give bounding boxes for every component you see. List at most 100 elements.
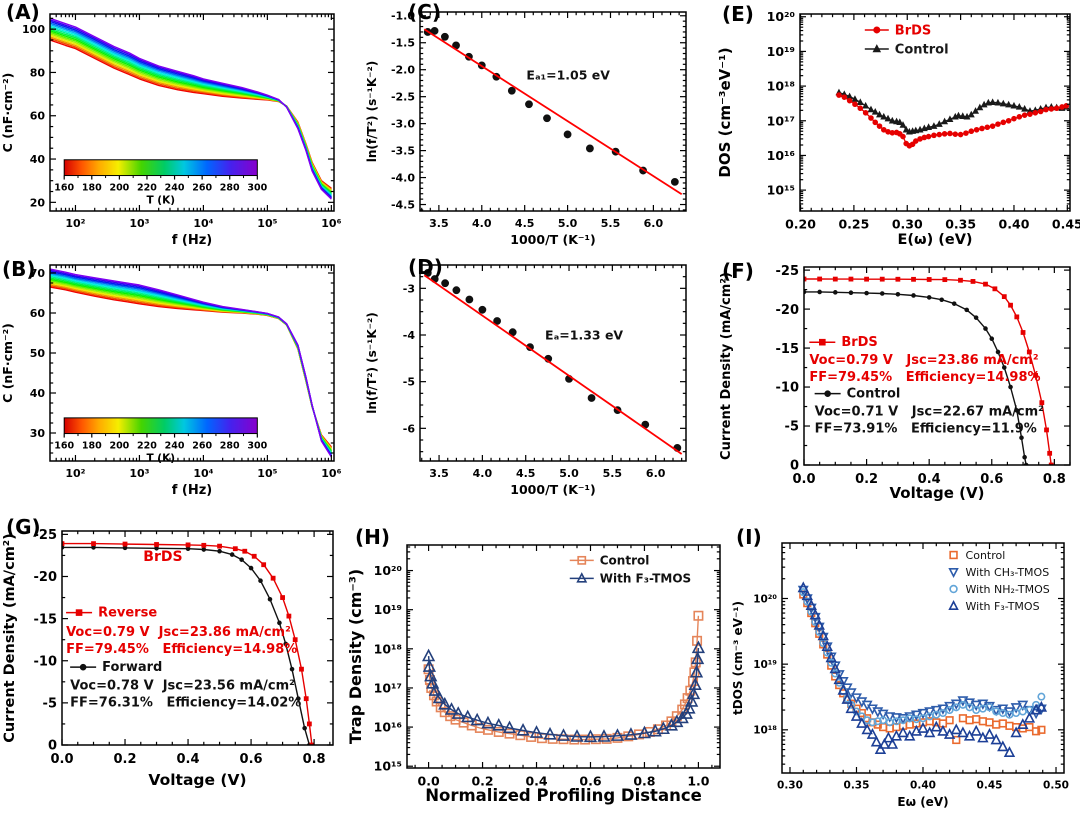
svg-text:f (Hz): f (Hz) [172, 233, 213, 248]
svg-text:0.0: 0.0 [792, 472, 815, 487]
panel-F-letter: (F) [722, 259, 754, 283]
svg-text:FF=79.45% Efficiency=14.98%: FF=79.45% Efficiency=14.98% [809, 370, 1040, 385]
svg-text:ln(f/T²) (s⁻¹K⁻²): ln(f/T²) (s⁻¹K⁻²) [365, 61, 379, 162]
svg-text:With F₃-TMOS: With F₃-TMOS [600, 572, 691, 586]
panel-E-chart: 0.20 0.25 0.30 0.35 0.40 0.45 10¹⁵ 10¹⁶ 10¹⁷ 10¹⁸… [716, 9, 1080, 248]
panel-B-letter: (B) [2, 257, 36, 281]
svg-text:Voc=0.78 V Jsc=23.56 mA/cm²: Voc=0.78 V Jsc=23.56 mA/cm² [70, 678, 295, 693]
svg-text:0.4: 0.4 [177, 752, 200, 767]
svg-text:C (nF·cm⁻²): C (nF·cm⁻²) [0, 323, 15, 403]
svg-text:-3: -3 [403, 282, 415, 295]
panel-D-letter: (D) [408, 255, 443, 279]
svg-text:160: 160 [54, 183, 74, 194]
svg-text:300: 300 [247, 183, 267, 194]
svg-text:FF=73.91% Efficiency=11.9%: FF=73.91% Efficiency=11.9% [815, 421, 1037, 436]
svg-text:-15: -15 [34, 612, 58, 627]
svg-text:0.4: 0.4 [918, 472, 941, 487]
svg-text:20: 20 [30, 196, 46, 209]
svg-text:BrDS: BrDS [895, 24, 931, 39]
svg-text:5.0: 5.0 [559, 467, 579, 480]
svg-text:Eₐ₁=1.05 eV: Eₐ₁=1.05 eV [526, 68, 610, 83]
panel-A-letter: (A) [6, 0, 40, 24]
svg-text:100: 100 [22, 23, 45, 36]
svg-text:Voc=0.71 V Jsc=22.67 mA/cm²: Voc=0.71 V Jsc=22.67 mA/cm² [815, 405, 1044, 420]
svg-text:0.2: 0.2 [114, 752, 137, 767]
svg-text:-4.5: -4.5 [391, 198, 415, 211]
svg-text:50: 50 [30, 347, 46, 360]
panel-A: (A) 10² 10³ 10⁴ 10⁵ 10⁶ 20 40 60 80 100 f (Hz) C (n… [0, 0, 360, 255]
svg-text:40: 40 [30, 153, 46, 166]
svg-text:10²⁰: 10²⁰ [767, 9, 795, 24]
svg-text:180: 180 [82, 183, 102, 194]
svg-text:-20: -20 [34, 570, 58, 585]
svg-text:200: 200 [109, 183, 129, 194]
svg-text:-20: -20 [776, 303, 800, 318]
svg-text:0.0: 0.0 [418, 774, 440, 789]
svg-text:Eₐ=1.33 eV: Eₐ=1.33 eV [545, 327, 623, 342]
panel-B: (B) 10² 10³ 10⁴ 10⁵ 10⁶ 30 40 50 60 70 f (Hz) C (nF… [0, 255, 360, 505]
svg-text:0.2: 0.2 [471, 774, 493, 789]
panel-F-chart: 0.0 0.2 0.4 0.6 0.8 0 -5 -10 -15 -20 -25 Voltage (V… [719, 264, 1071, 502]
svg-text:10¹⁹: 10¹⁹ [767, 44, 795, 59]
svg-text:1000/T (K⁻¹): 1000/T (K⁻¹) [510, 482, 595, 497]
svg-text:-5: -5 [785, 420, 799, 435]
svg-text:-10: -10 [776, 381, 800, 396]
svg-text:10¹⁸: 10¹⁸ [767, 79, 795, 94]
svg-text:-3.0: -3.0 [391, 118, 415, 131]
svg-text:0.30: 0.30 [777, 780, 803, 792]
svg-text:5.0: 5.0 [558, 217, 578, 230]
svg-text:30: 30 [30, 427, 46, 440]
svg-text:10¹⁷: 10¹⁷ [767, 113, 795, 128]
svg-text:180: 180 [82, 441, 102, 452]
svg-text:Voc=0.79 V Jsc=23.86 mA/cm²: Voc=0.79 V Jsc=23.86 mA/cm² [66, 625, 291, 640]
svg-text:70: 70 [30, 267, 46, 280]
svg-text:BrDS: BrDS [143, 549, 182, 565]
panel-A-chart: 10² 10³ 10⁴ 10⁵ 10⁶ 20 40 60 80 100 f (Hz) C (nF·cm… [0, 13, 342, 248]
svg-text:280: 280 [220, 441, 240, 452]
svg-text:-15: -15 [776, 342, 800, 357]
svg-text:T (K): T (K) [146, 453, 175, 465]
svg-text:10¹⁸: 10¹⁸ [374, 641, 402, 656]
svg-text:-6: -6 [403, 422, 416, 435]
svg-text:0.35: 0.35 [945, 217, 976, 232]
svg-text:0.50: 0.50 [1043, 780, 1069, 792]
svg-text:3.5: 3.5 [429, 467, 449, 480]
svg-text:Control: Control [600, 554, 650, 568]
panel-G: (G) 0.0 0.2 0.4 0.6 0.8 0 -5 -10 -15 -20 -25 Voltag… [0, 515, 345, 815]
svg-text:Current Density (mA/cm²): Current Density (mA/cm²) [2, 533, 18, 743]
svg-text:Forward: Forward [102, 660, 162, 675]
svg-text:-25: -25 [34, 528, 58, 543]
svg-text:0.6: 0.6 [240, 752, 263, 767]
svg-text:-10: -10 [34, 654, 58, 669]
panel-C-letter: (C) [408, 0, 441, 24]
svg-text:10¹⁵: 10¹⁵ [374, 759, 402, 774]
svg-text:Control: Control [966, 549, 1006, 562]
svg-text:Reverse: Reverse [98, 606, 157, 621]
svg-text:0.25: 0.25 [838, 217, 869, 232]
svg-text:300: 300 [247, 441, 267, 452]
svg-text:10²: 10² [65, 217, 85, 230]
svg-text:-3.5: -3.5 [391, 145, 415, 158]
svg-text:6.0: 6.0 [646, 467, 666, 480]
svg-text:0.6: 0.6 [980, 472, 1003, 487]
panel-B-chart: 10² 10³ 10⁴ 10⁵ 10⁶ 30 40 50 60 70 f (Hz) C (nF·cm⁻… [0, 264, 342, 498]
panel-E-letter: (E) [722, 2, 754, 26]
svg-text:-25: -25 [776, 264, 800, 279]
svg-text:10⁴: 10⁴ [193, 467, 213, 480]
svg-text:10²⁰: 10²⁰ [374, 563, 402, 578]
svg-text:Control: Control [895, 43, 949, 58]
svg-text:Voc=0.79 V Jsc=23.86 mA/cm²: Voc=0.79 V Jsc=23.86 mA/cm² [809, 353, 1038, 368]
svg-text:10³: 10³ [129, 467, 149, 480]
svg-text:tDOS (cm⁻³ eV⁻¹): tDOS (cm⁻³ eV⁻¹) [731, 601, 745, 715]
svg-text:10⁴: 10⁴ [193, 217, 213, 230]
svg-text:4.5: 4.5 [515, 217, 535, 230]
svg-text:10¹⁷: 10¹⁷ [374, 680, 402, 695]
svg-text:C (nF·cm⁻²): C (nF·cm⁻²) [0, 73, 15, 153]
panel-C: (C) 3.5 4.0 4.5 5.0 5.5 6.0 -1.0 -1.5 -2.0 -2.5 -3… [360, 0, 700, 255]
svg-text:Voltage (V): Voltage (V) [890, 484, 985, 502]
svg-text:-5: -5 [43, 697, 57, 712]
svg-text:0: 0 [48, 739, 57, 754]
svg-text:f (Hz): f (Hz) [172, 483, 213, 498]
svg-text:-2.0: -2.0 [391, 64, 415, 77]
svg-text:-1.5: -1.5 [391, 37, 415, 50]
